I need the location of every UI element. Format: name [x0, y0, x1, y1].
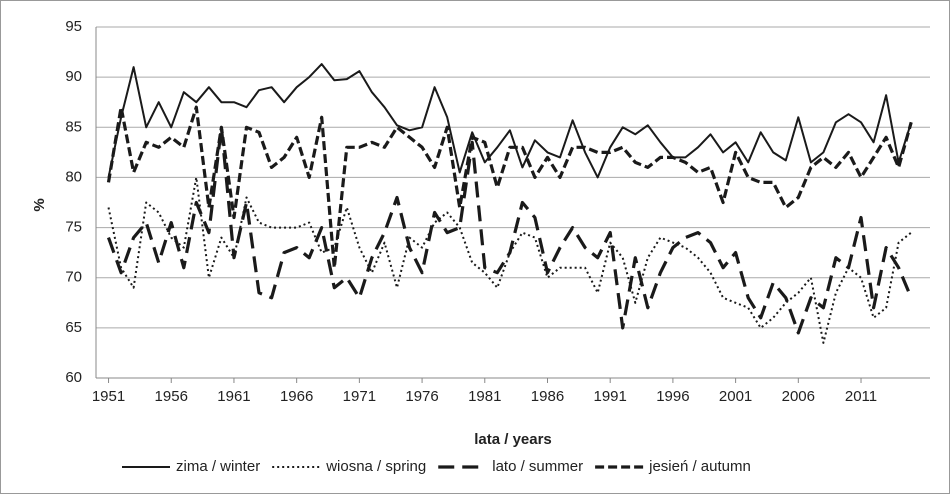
x-tick-label: 1986 [531, 388, 564, 405]
x-tick-label: 1996 [656, 388, 689, 405]
x-tick-label: 1971 [343, 388, 376, 405]
x-tick-label: 1991 [594, 388, 627, 405]
y-tick-label: 95 [65, 18, 82, 35]
series-line [106, 105, 913, 270]
x-tick-label: 1961 [217, 388, 250, 405]
y-tick-label: 80 [65, 168, 82, 185]
x-tick-label: 2001 [719, 388, 752, 405]
legend-label: zima / winter [176, 458, 260, 475]
y-tick-label: 65 [65, 319, 82, 336]
legend-label: lato / summer [492, 458, 583, 475]
y-tick-label: 75 [65, 219, 82, 236]
x-tick-label: 1981 [468, 388, 501, 405]
legend-label: jesień / autumn [648, 458, 751, 475]
x-tick-label: 1966 [280, 388, 313, 405]
x-tick-label: 2006 [782, 388, 815, 405]
y-tick-label: 70 [65, 269, 82, 286]
y-tick-label: 60 [65, 369, 82, 386]
series-line [107, 63, 913, 179]
x-tick-label: 1956 [155, 388, 188, 405]
y-tick-label: 90 [65, 68, 82, 85]
x-tick-label: 2011 [845, 388, 877, 405]
y-axis-label: % [31, 198, 48, 211]
x-tick-label: 1976 [405, 388, 438, 405]
x-tick-label: 1951 [92, 388, 125, 405]
y-tick-label: 85 [65, 118, 82, 135]
x-axis-label: lata / years [474, 431, 552, 448]
legend-label: wiosna / spring [325, 458, 426, 475]
series-line [106, 125, 913, 335]
